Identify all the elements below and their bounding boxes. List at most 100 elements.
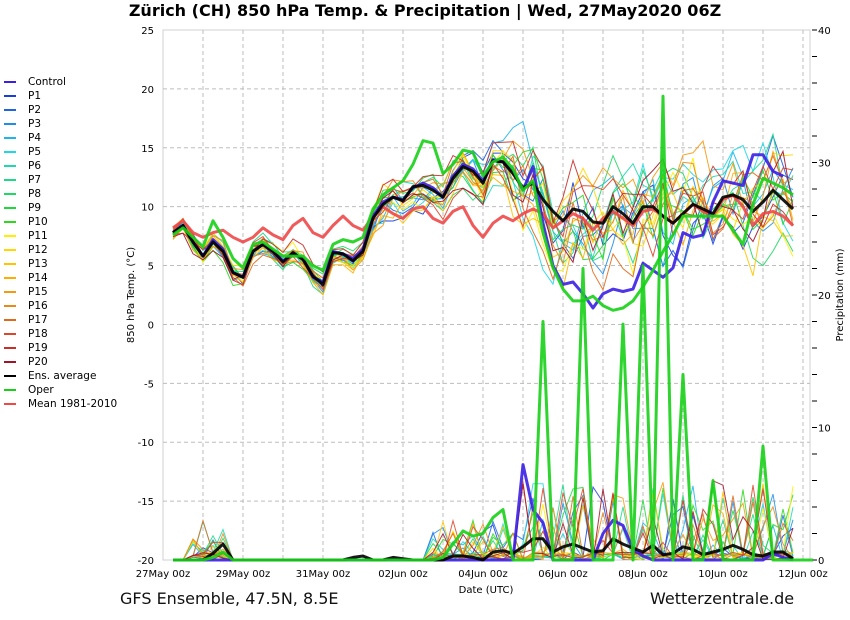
legend-swatch <box>4 332 16 336</box>
y2-tick-label: 10 <box>818 424 831 435</box>
legend-swatch <box>4 262 16 266</box>
y-tick-label: -10 <box>138 438 154 449</box>
legend-swatch <box>4 164 16 168</box>
legend-swatch <box>4 178 16 182</box>
legend-label: P13 <box>28 258 48 270</box>
legend-item: P8 <box>4 187 117 201</box>
x-tick-label: 02Jun 00z <box>378 569 428 580</box>
legend-item: P6 <box>4 159 117 173</box>
legend-item: Mean 1981-2010 <box>4 397 117 411</box>
legend-label: P1 <box>28 90 42 102</box>
precip-line-oper <box>173 94 813 562</box>
legend-label: Ens. average <box>28 370 97 382</box>
chart-title: Zürich (CH) 850 hPa Temp. & Precipitatio… <box>128 1 722 20</box>
legend-label: P18 <box>28 328 48 340</box>
legend-item: P19 <box>4 341 117 355</box>
footer-source: GFS Ensemble, 47.5N, 8.5E <box>120 589 339 608</box>
legend-swatch <box>4 290 16 294</box>
legend-swatch <box>4 234 16 238</box>
legend-item: P7 <box>4 173 117 187</box>
legend-swatch <box>4 150 16 154</box>
legend-swatch <box>4 248 16 252</box>
y-tick-label: -5 <box>144 379 154 390</box>
legend-label: P9 <box>28 202 42 214</box>
legend-label: P20 <box>28 356 48 368</box>
legend-label: P8 <box>28 188 42 200</box>
legend-item: P18 <box>4 327 117 341</box>
temp-line-ens-average <box>172 159 795 286</box>
legend-swatch <box>4 108 16 112</box>
legend-label: P17 <box>28 314 48 326</box>
member-temp-line <box>172 149 794 288</box>
legend-label: P6 <box>28 160 42 172</box>
plot-area <box>162 29 811 561</box>
legend-swatch <box>4 220 16 224</box>
member-temp-line <box>172 134 794 283</box>
legend-item: P4 <box>4 131 117 145</box>
x-tick-label: 04Jun 00z <box>458 569 508 580</box>
legend-item: P5 <box>4 145 117 159</box>
y-axis-label: 850 hPa Temp. (°C) <box>126 247 137 343</box>
legend-swatch <box>4 206 16 210</box>
legend-label: Mean 1981-2010 <box>28 398 118 410</box>
legend-item: P20 <box>4 355 117 369</box>
legend-swatch <box>4 192 16 196</box>
y2-axis-label: Precipitation (mm) <box>835 248 846 341</box>
legend-item: P15 <box>4 285 117 299</box>
temp-line-oper <box>172 139 794 312</box>
legend-item: Control <box>4 75 117 89</box>
y-tick-label: 25 <box>141 26 154 37</box>
legend-label: P5 <box>28 146 42 158</box>
legend-label: Control <box>28 76 66 88</box>
y-tick-label: -15 <box>138 497 154 508</box>
legend-swatch <box>4 122 16 126</box>
y-tick-label: 20 <box>141 85 154 96</box>
legend-item: P1 <box>4 89 117 103</box>
legend-label: P4 <box>28 132 42 144</box>
legend-label: Oper <box>28 384 54 396</box>
x-tick-label: 06Jun 00z <box>538 569 588 580</box>
legend-label: P19 <box>28 342 48 354</box>
footer-site: Wetterzentrale.de <box>650 589 795 608</box>
y-tick-label: 10 <box>141 203 154 214</box>
legend-item: Oper <box>4 383 117 397</box>
legend-item: Ens. average <box>4 369 117 383</box>
legend-item: P11 <box>4 229 117 243</box>
legend-item: P2 <box>4 103 117 117</box>
legend-item: P9 <box>4 201 117 215</box>
legend-item: P10 <box>4 215 117 229</box>
x-tick-label: 08Jun 00z <box>618 569 668 580</box>
legend-label: P12 <box>28 244 48 256</box>
member-temp-line <box>172 154 794 291</box>
x-tick-label: 12Jun 00z <box>778 569 828 580</box>
y2-tick-label: 40 <box>818 26 831 37</box>
legend-swatch <box>4 360 16 364</box>
legend-swatch <box>4 276 16 280</box>
legend-swatch <box>4 388 16 392</box>
legend-item: P17 <box>4 313 117 327</box>
legend-label: P2 <box>28 104 42 116</box>
x-tick-label: 10Jun 00z <box>698 569 748 580</box>
y-tick-label: -20 <box>138 556 154 567</box>
legend-label: P7 <box>28 174 42 186</box>
legend-item: P3 <box>4 117 117 131</box>
legend-item: P13 <box>4 257 117 271</box>
legend-swatch <box>4 304 16 308</box>
legend-swatch <box>4 346 16 350</box>
legend-swatch <box>4 136 16 140</box>
legend-swatch <box>4 318 16 322</box>
x-tick-label: 29May 00z <box>216 569 271 580</box>
x-tick-label: 27May 00z <box>136 569 191 580</box>
legend-item: P14 <box>4 271 117 285</box>
legend-label: P15 <box>28 286 48 298</box>
legend-label: P14 <box>28 272 48 284</box>
legend-label: P16 <box>28 300 48 312</box>
legend-label: P3 <box>28 118 42 130</box>
legend-swatch <box>4 94 16 98</box>
legend-item: P16 <box>4 299 117 313</box>
y-tick-label: 15 <box>141 144 154 155</box>
legend-swatch <box>4 374 16 378</box>
legend-swatch <box>4 80 16 84</box>
x-tick-label: 31May 00z <box>296 569 351 580</box>
